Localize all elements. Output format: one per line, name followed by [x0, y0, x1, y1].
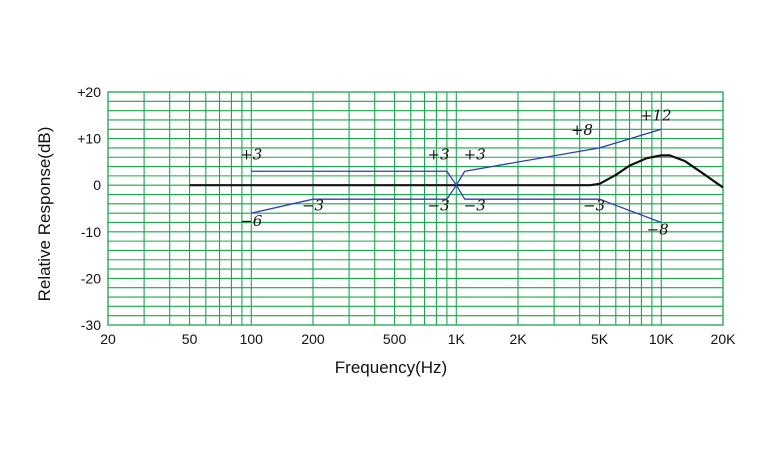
y-tick-label: +10: [77, 131, 101, 147]
annotation-label: −3: [428, 196, 450, 214]
annotation-label: +3: [240, 146, 262, 164]
annotation-label: +3: [428, 146, 450, 164]
plot-frame: [107, 91, 724, 326]
x-tick-label: 500: [383, 331, 407, 347]
x-tick-label: 10K: [649, 331, 675, 347]
y-axis-label: Relative Response(dB): [35, 127, 54, 302]
x-axis-label: Frequency(Hz): [335, 358, 447, 377]
x-tick-label: 20K: [711, 331, 737, 347]
x-tick-label: 2K: [509, 331, 527, 347]
tick-labels: 20 50 100 200 500 1K 2K 5K 10K 20K +20 +10 0 -10 -20 -3…: [77, 84, 736, 347]
x-tick-label: 20: [100, 331, 116, 347]
annotation-label: +12: [640, 106, 672, 124]
series-adjust-low-boost: [251, 170, 457, 186]
annotation-label: −8: [647, 221, 669, 239]
annotation-label: −3: [583, 196, 605, 214]
series-adjust-low-cut: [251, 184, 457, 214]
x-tick-label: 200: [301, 331, 325, 347]
series-adjust-high-cut: [455, 184, 662, 224]
y-tick-label: -20: [81, 270, 101, 286]
y-tick-label: +20: [77, 84, 101, 100]
x-tick-label: 50: [182, 331, 198, 347]
annotations: +3 −6 −3 +3 +3 −3 −3 +8 +12 −3 −8: [240, 106, 671, 238]
x-tick-label: 5K: [591, 331, 609, 347]
annotation-label: −3: [302, 196, 324, 214]
annotation-label: −3: [464, 196, 486, 214]
x-tick-label: 1K: [448, 331, 466, 347]
series-adjust-high-boost: [455, 128, 662, 186]
x-tick-label: 100: [240, 331, 264, 347]
annotation-label: −6: [240, 212, 263, 230]
y-tick-label: -10: [81, 224, 101, 240]
annotation-label: +3: [464, 146, 486, 164]
annotation-label: +8: [571, 121, 593, 139]
y-tick-label: -30: [81, 317, 101, 333]
series-response: [189, 154, 724, 189]
y-tick-label: 0: [93, 177, 101, 193]
series-layer: [189, 128, 724, 224]
